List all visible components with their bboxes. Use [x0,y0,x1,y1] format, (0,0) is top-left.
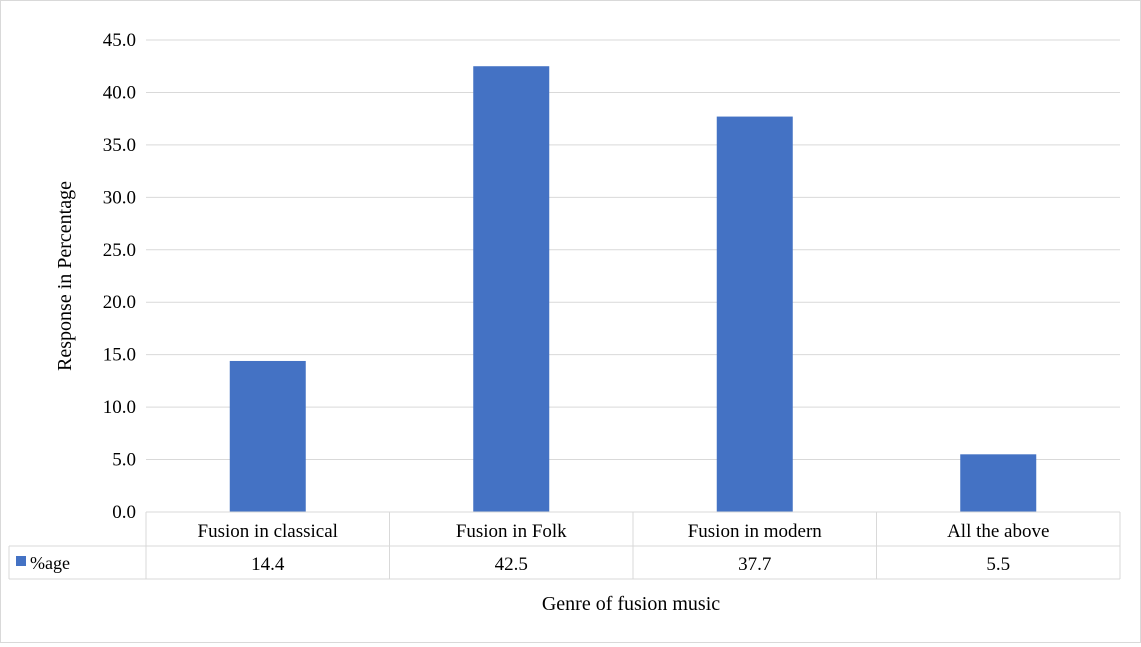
legend-series-name: %age [30,553,70,573]
y-tick-label: 25.0 [103,240,136,261]
legend-key [16,556,26,566]
data-table-value: 5.5 [986,554,1010,575]
y-tick-label: 20.0 [103,292,136,313]
category-label: All the above [947,521,1049,542]
y-tick-label: 45.0 [103,30,136,51]
bar [229,360,306,512]
y-tick-label: 30.0 [103,187,136,208]
y-tick-label: 5.0 [112,450,136,471]
bars [229,66,1037,513]
category-label: Fusion in modern [688,521,823,542]
y-axis-label: Response in Percentage [54,181,76,371]
data-table-value: 37.7 [738,554,771,575]
y-tick-label: 0.0 [112,502,136,523]
category-label: Fusion in Folk [456,521,567,542]
category-label: Fusion in classical [198,521,338,542]
y-tick-label: 35.0 [103,135,136,156]
gridlines [146,39,1120,461]
bar [960,454,1037,512]
y-tick-label: 15.0 [103,345,136,366]
y-tick-label: 10.0 [103,397,136,418]
data-table-value: 42.5 [495,554,528,575]
x-axis-label: Genre of fusion music [542,593,720,615]
data-table-value: 14.4 [251,554,285,575]
data-table: Fusion in classical Fusion in Folk Fusion … [8,511,1121,580]
y-tick-label: 40.0 [103,82,136,103]
bar [473,66,550,512]
y-axis-tick-labels: 0.0 5.0 10.0 15.0 20.0 25.0 30.0 35.0 40.0 45.0 [103,30,136,523]
bar [716,116,793,513]
